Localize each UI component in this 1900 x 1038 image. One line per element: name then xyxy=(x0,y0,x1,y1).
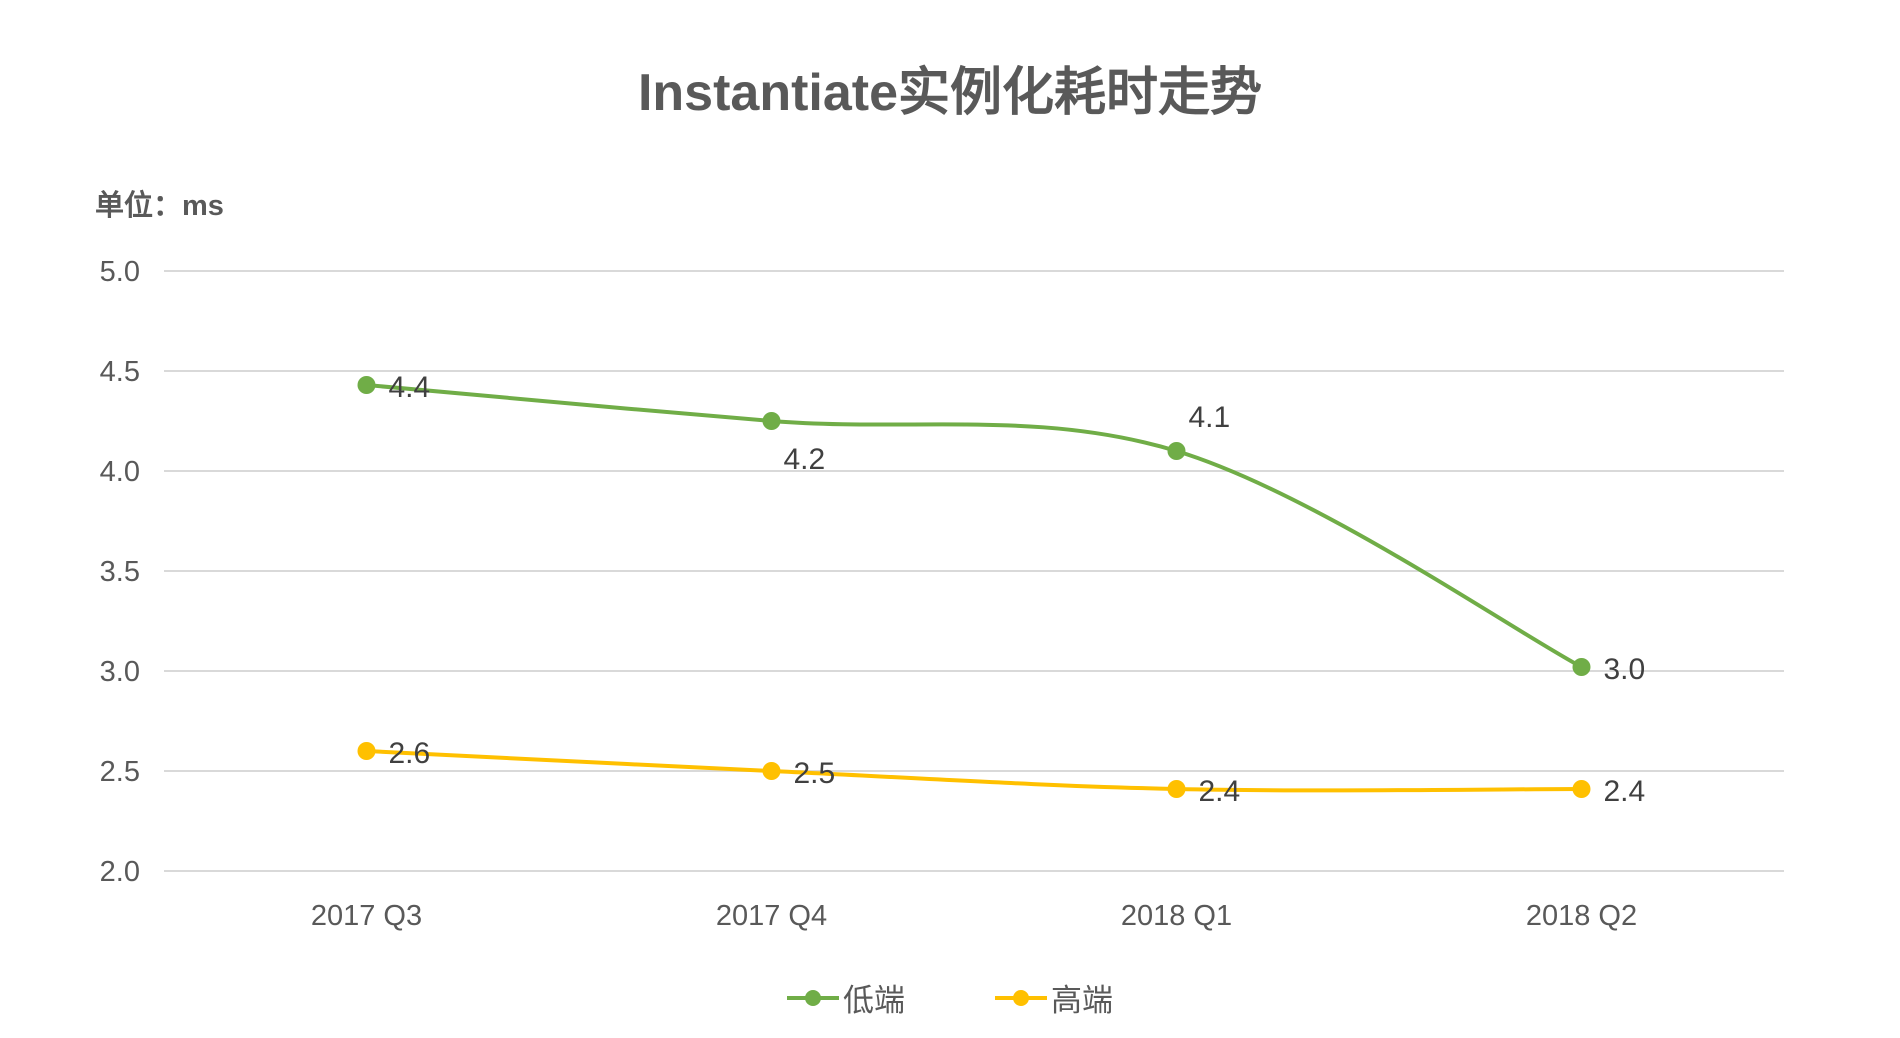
data-point-marker[interactable] xyxy=(357,376,376,394)
data-point-marker[interactable] xyxy=(1167,780,1186,798)
y-tick-label: 4.0 xyxy=(100,456,140,488)
data-point-marker[interactable] xyxy=(762,762,781,780)
data-point-marker[interactable] xyxy=(762,412,781,430)
x-tick-label: 2017 Q3 xyxy=(311,900,422,932)
data-label: 2.4 xyxy=(1199,775,1241,808)
data-point-marker[interactable] xyxy=(1572,658,1591,676)
y-tick-label: 3.5 xyxy=(100,556,140,588)
unit-label: 单位：ms xyxy=(95,190,224,222)
data-label: 3.0 xyxy=(1604,653,1646,686)
data-label: 2.5 xyxy=(794,757,836,790)
legend-item-low[interactable]: 低端 xyxy=(787,975,905,1020)
series-line xyxy=(366,749,1582,793)
data-label: 2.4 xyxy=(1604,775,1646,808)
y-tick-label: 2.0 xyxy=(100,856,140,888)
x-tick-label: 2017 Q4 xyxy=(716,900,827,932)
data-label: 4.2 xyxy=(784,443,826,476)
legend-item-high[interactable]: 高端 xyxy=(995,975,1113,1020)
chart-title: Instantiate实例化耗时走势 xyxy=(637,64,1263,122)
line-chart-plot: 5.0 4.5 4.0 3.5 3.0 2.5 2.0 2017 Q3 2017 Q4 2018 … xyxy=(100,256,1784,932)
data-label: 2.6 xyxy=(389,737,431,770)
series-line xyxy=(366,383,1583,669)
legend-marker-low-icon xyxy=(787,989,839,1006)
y-tick-label: 2.5 xyxy=(100,756,140,788)
data-point-marker[interactable] xyxy=(357,742,376,760)
legend-marker-high-icon xyxy=(995,989,1047,1006)
data-point-marker[interactable] xyxy=(1167,442,1186,460)
legend: 低端 高端 xyxy=(0,975,1900,1020)
legend-label-high: 高端 xyxy=(1051,983,1113,1018)
y-tick-label: 3.0 xyxy=(100,656,140,688)
legend-label-low: 低端 xyxy=(843,983,905,1018)
data-point-marker[interactable] xyxy=(1572,780,1591,798)
x-tick-label: 2018 Q1 xyxy=(1121,900,1232,932)
data-label: 4.4 xyxy=(389,371,431,404)
data-label: 4.1 xyxy=(1189,401,1231,434)
x-tick-label: 2018 Q2 xyxy=(1526,900,1637,932)
y-tick-label: 5.0 xyxy=(100,256,140,288)
y-tick-label: 4.5 xyxy=(100,356,140,388)
